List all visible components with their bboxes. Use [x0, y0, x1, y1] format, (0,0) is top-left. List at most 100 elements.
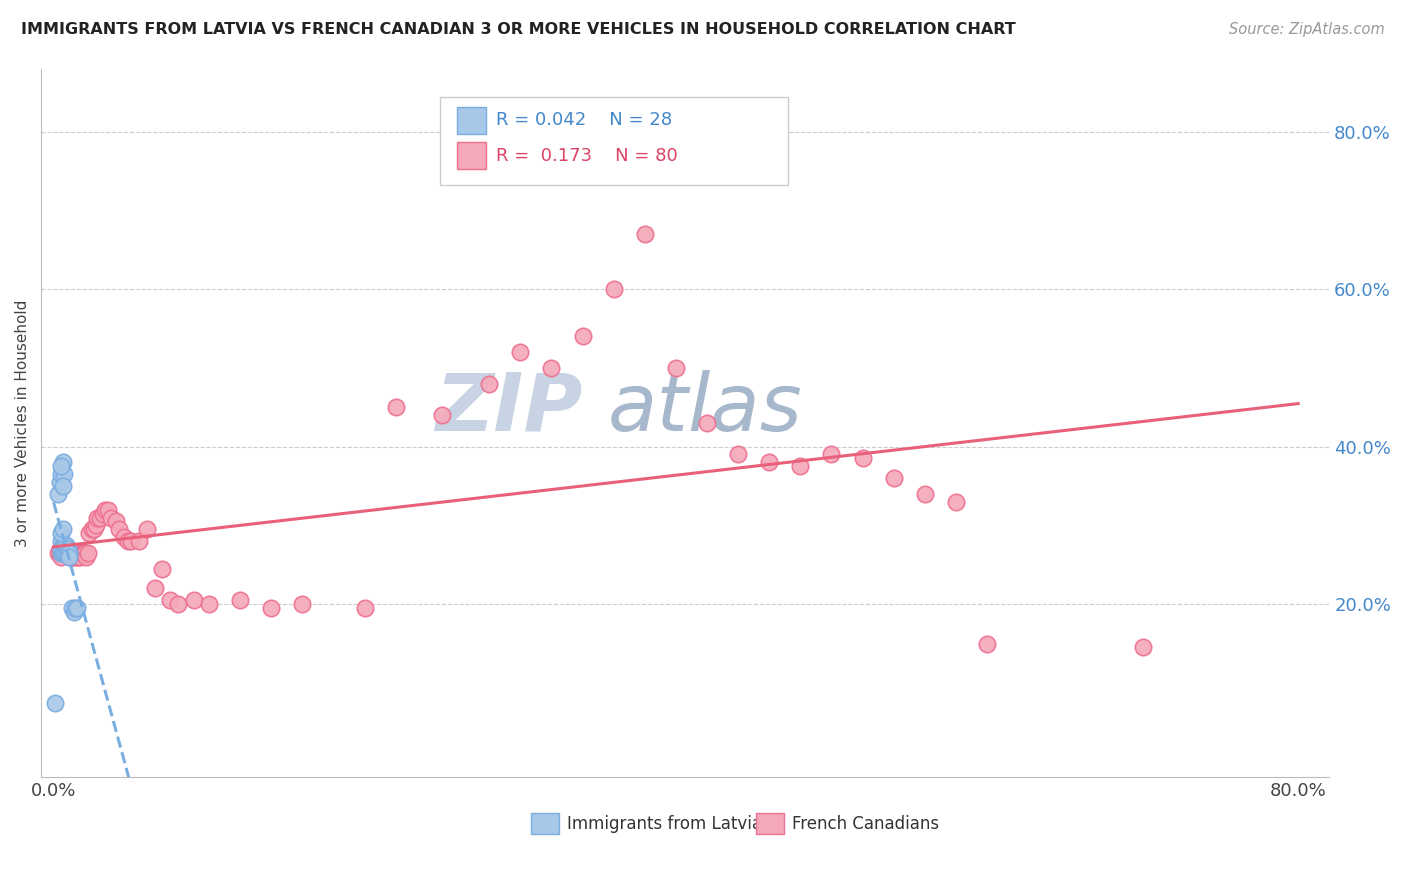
- Point: [69, 549, 91, 564]
- Point: [60, 601, 83, 615]
- Point: [883, 471, 905, 485]
- Point: [46, 487, 69, 501]
- Point: [73, 546, 96, 560]
- Point: [976, 636, 998, 650]
- Point: [152, 562, 174, 576]
- Point: [79, 526, 101, 541]
- Point: [51, 541, 73, 556]
- Point: [59, 549, 82, 564]
- Point: [167, 597, 190, 611]
- Point: [432, 408, 454, 422]
- Point: [49, 475, 72, 489]
- Point: [76, 546, 98, 560]
- Bar: [756, 813, 785, 834]
- Point: [51, 459, 73, 474]
- Point: [66, 546, 89, 560]
- Point: [62, 546, 84, 560]
- Point: [73, 546, 96, 560]
- Text: French Canadians: French Canadians: [792, 814, 939, 832]
- Point: [789, 459, 811, 474]
- Text: Immigrants from Latvia: Immigrants from Latvia: [567, 814, 762, 832]
- Point: [260, 601, 283, 615]
- Point: [72, 546, 94, 560]
- Point: [60, 546, 83, 560]
- Text: R =  0.173    N = 80: R = 0.173 N = 80: [496, 146, 678, 165]
- Point: [56, 546, 79, 560]
- Point: [65, 601, 87, 615]
- Point: [70, 546, 93, 560]
- Point: [108, 522, 131, 536]
- Point: [58, 549, 80, 564]
- Point: [51, 526, 73, 541]
- Point: [91, 507, 114, 521]
- Point: [55, 546, 77, 560]
- Point: [51, 534, 73, 549]
- Point: [183, 593, 205, 607]
- Point: [66, 601, 89, 615]
- Point: [104, 515, 127, 529]
- Point: [51, 541, 73, 556]
- Point: [1132, 640, 1154, 655]
- Point: [820, 448, 842, 462]
- Point: [89, 510, 111, 524]
- Point: [540, 360, 562, 375]
- Point: [385, 401, 408, 415]
- Text: IMMIGRANTS FROM LATVIA VS FRENCH CANADIAN 3 OR MORE VEHICLES IN HOUSEHOLD CORREL: IMMIGRANTS FROM LATVIA VS FRENCH CANADIA…: [21, 22, 1017, 37]
- Point: [58, 546, 80, 560]
- Point: [571, 329, 593, 343]
- Point: [665, 360, 688, 375]
- Point: [945, 495, 967, 509]
- Point: [117, 534, 139, 549]
- Point: [83, 522, 105, 536]
- Point: [51, 546, 73, 560]
- Point: [58, 541, 80, 556]
- Bar: [457, 107, 485, 134]
- Text: ZIP: ZIP: [434, 370, 582, 448]
- Point: [478, 376, 501, 391]
- Point: [49, 541, 72, 556]
- Text: R = 0.042    N = 28: R = 0.042 N = 28: [496, 112, 672, 129]
- Point: [67, 549, 90, 564]
- Point: [758, 455, 780, 469]
- Point: [53, 546, 76, 560]
- Point: [75, 549, 97, 564]
- Point: [120, 534, 142, 549]
- Point: [51, 549, 73, 564]
- Point: [97, 502, 120, 516]
- Point: [52, 455, 75, 469]
- Point: [65, 546, 87, 560]
- Point: [128, 534, 150, 549]
- Point: [53, 467, 76, 482]
- Point: [52, 538, 75, 552]
- Point: [727, 448, 749, 462]
- Point: [55, 538, 77, 552]
- Point: [634, 227, 657, 241]
- Point: [62, 605, 84, 619]
- Point: [51, 467, 73, 482]
- Point: [66, 549, 89, 564]
- Point: [44, 696, 66, 710]
- Point: [509, 345, 531, 359]
- Point: [55, 541, 77, 556]
- Point: [56, 541, 79, 556]
- Point: [53, 541, 76, 556]
- Text: Source: ZipAtlas.com: Source: ZipAtlas.com: [1229, 22, 1385, 37]
- Bar: [457, 142, 485, 169]
- Point: [291, 597, 314, 611]
- Point: [52, 479, 75, 493]
- Point: [159, 593, 181, 607]
- Point: [56, 541, 79, 556]
- Point: [112, 530, 135, 544]
- Point: [49, 546, 72, 560]
- Point: [135, 522, 157, 536]
- Point: [55, 546, 77, 560]
- Point: [198, 597, 221, 611]
- Point: [229, 593, 252, 607]
- Point: [58, 546, 80, 560]
- Text: atlas: atlas: [607, 370, 803, 448]
- Point: [94, 502, 117, 516]
- Point: [62, 549, 84, 564]
- Point: [602, 282, 624, 296]
- Point: [46, 546, 69, 560]
- Point: [52, 522, 75, 536]
